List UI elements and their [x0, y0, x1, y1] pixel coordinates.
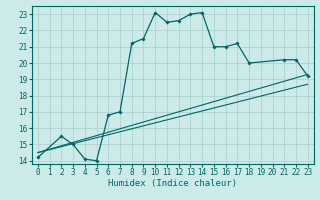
X-axis label: Humidex (Indice chaleur): Humidex (Indice chaleur) — [108, 179, 237, 188]
